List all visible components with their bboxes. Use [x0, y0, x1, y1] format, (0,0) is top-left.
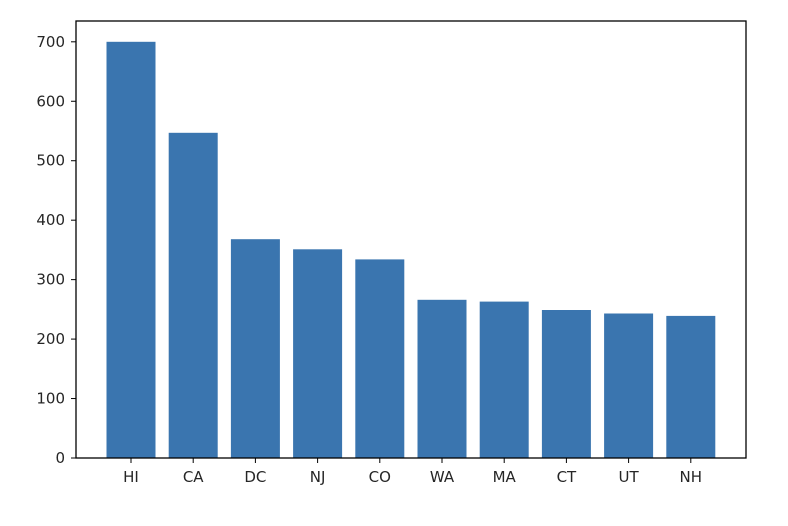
bar-ut — [604, 313, 654, 458]
x-axis: HI CA DC NJ CO WA MA CT UT NH — [123, 458, 702, 486]
bar-ca — [168, 132, 218, 459]
x-tick-label: CT — [557, 468, 577, 486]
x-tick-label: CA — [183, 468, 204, 486]
bars-group — [106, 41, 716, 459]
bar-wa — [417, 299, 467, 458]
x-tick-label: UT — [619, 468, 640, 486]
bar-ct — [541, 310, 591, 458]
x-tick-label: NJ — [310, 468, 326, 486]
x-tick-label: DC — [244, 468, 266, 486]
y-tick-label: 400 — [36, 211, 65, 229]
bar-nj — [293, 249, 343, 458]
y-tick-label: 600 — [36, 92, 65, 110]
bar-hi — [106, 41, 156, 459]
bar-ma — [479, 301, 529, 458]
y-tick-label: 700 — [36, 33, 65, 51]
bar-co — [355, 259, 405, 458]
bar-dc — [230, 239, 280, 458]
y-tick-label: 100 — [36, 390, 65, 408]
y-tick-label: 0 — [55, 449, 65, 467]
x-tick-label: WA — [430, 468, 455, 486]
x-tick-label: CO — [369, 468, 391, 486]
x-tick-label: MA — [493, 468, 517, 486]
plot-frame — [75, 20, 747, 459]
y-axis: 0 100 200 300 400 500 600 700 — [36, 33, 76, 467]
y-tick-label: 500 — [36, 152, 65, 170]
y-tick-label: 200 — [36, 330, 65, 348]
bar-nh — [666, 315, 716, 458]
y-tick-label: 300 — [36, 271, 65, 289]
x-tick-label: HI — [123, 468, 139, 486]
x-tick-label: NH — [680, 468, 703, 486]
